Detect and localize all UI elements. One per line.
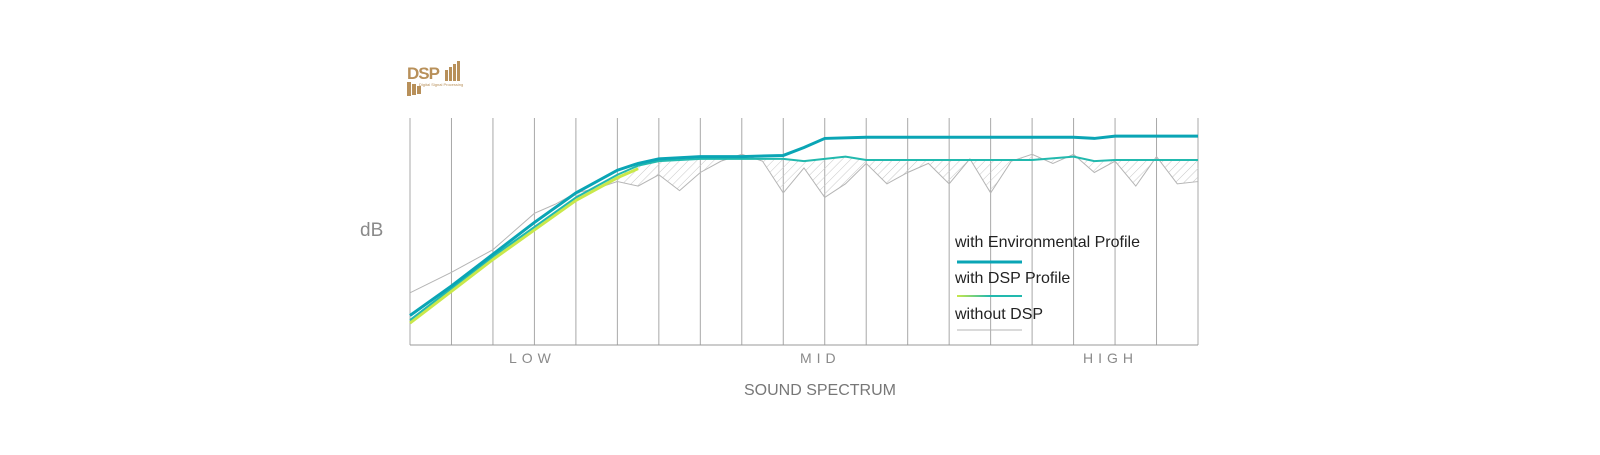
x-category-low: LOW [509,350,556,366]
series-line-dsp-highlight [409,167,639,325]
legend-label-environmental: with Environmental Profile [955,234,1140,251]
series-line-without-dsp [409,153,1199,294]
legend-label-dsp: with DSP Profile [955,270,1071,287]
dsp-logo: DSP Digital Signal Processing [407,60,469,98]
series-line-dsp-profile [409,155,1198,321]
y-axis-label: dB [360,220,384,241]
series-line-environmental [409,134,1198,317]
legend-label-without-dsp: without DSP [955,306,1044,323]
dsp-logo-mark [407,61,460,96]
x-axis-title: SOUND SPECTRUM [743,382,896,399]
difference-hatch-area [575,154,1198,198]
logo-text: DSP [407,64,440,83]
x-category-mid: MID [800,350,841,366]
logo-subtext: Digital Signal Processing [419,82,464,87]
x-category-high: HIGH [1083,350,1138,366]
legend-swatch-dsp-fill [957,295,1022,297]
